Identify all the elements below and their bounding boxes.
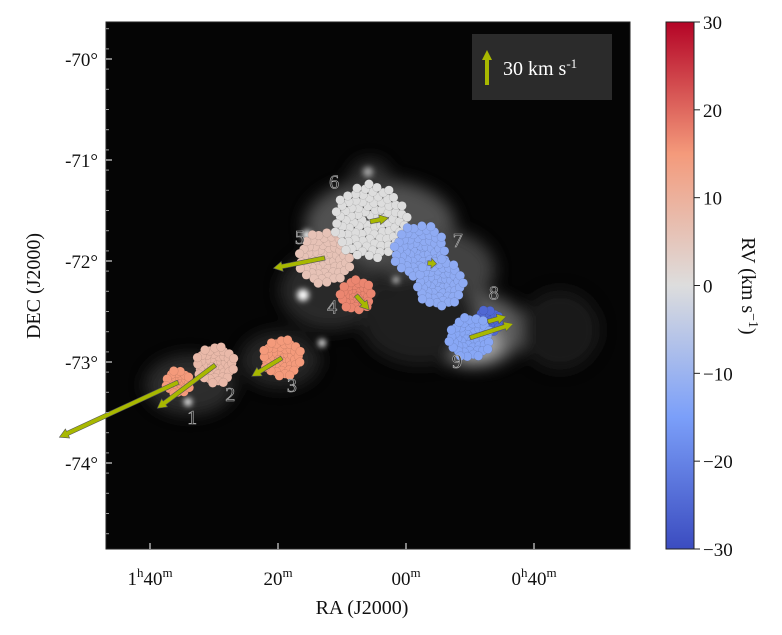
cluster-label-9: 9 [452,351,462,373]
cluster-7 [389,221,468,311]
cluster-label-6: 6 [329,172,339,194]
y-axis-label: DEC (J2000) [23,233,45,339]
arrow-cluster-3 [251,355,284,377]
plot-frame [105,21,631,550]
colorbar-tick-label: −20 [703,452,733,473]
y-tick-label: -73° [65,353,98,374]
x-tick-label: 00m [391,565,420,590]
arrow-cluster-9 [468,321,514,341]
x-axis-label: RA (J2000) [316,597,409,619]
colorbar-tick-label: −10 [703,364,733,385]
colorbar-tick-label: 0 [703,277,713,298]
y-axis: -70° -71° -72° -73° -74° [65,28,112,535]
colorbar-label: RV (km s−1) [737,237,760,334]
arrow-cluster-8 [486,313,507,325]
arrow-cluster-1 [58,379,180,439]
colorbar-tick-label: 30 [703,13,722,34]
cluster-label-4: 4 [327,296,337,318]
colorbar-tick-label: −30 [703,540,733,561]
x-axis: 1h40m 20m 00m 0h40m [127,543,557,590]
cluster-labels: 1 2 3 4 5 6 7 8 9 [187,171,499,429]
arrow-cluster-2 [156,362,218,409]
arrow-cluster-5 [272,255,326,272]
arrow-cluster-6 [369,214,390,226]
x-tick-label: 0h40m [511,565,556,590]
colorbar: 30 20 10 0 −10 −20 −30 RV (km s−1) [665,13,760,561]
cluster-6 [330,179,412,263]
proper-motion-arrows [58,214,514,439]
arrow-cluster-7 [427,257,438,269]
x-tick-label: 1h40m [127,565,172,590]
x-tick-label: 20m [263,565,292,590]
cluster-label-3: 3 [287,375,297,397]
arrow-cluster-4 [353,293,370,311]
colorbar-tick-label: 20 [703,101,722,122]
y-tick-label: -71° [65,151,98,172]
y-tick-label: -74° [65,454,98,475]
colorbar-gradient [665,21,695,550]
legend-arrow-icon [482,50,492,85]
cluster-label-5: 5 [295,227,305,249]
legend: 30 km s-1 [472,34,612,100]
cluster-label-7: 7 [453,230,463,252]
colorbar-tick-label: 10 [703,189,722,210]
cluster-label-8: 8 [489,283,499,305]
cluster-label-1: 1 [187,407,197,429]
legend-label: 30 km s-1 [503,56,577,80]
y-tick-label: -72° [65,252,98,273]
cluster-label-2: 2 [225,384,235,406]
y-tick-label: -70° [65,50,98,71]
legend-box [472,34,612,100]
